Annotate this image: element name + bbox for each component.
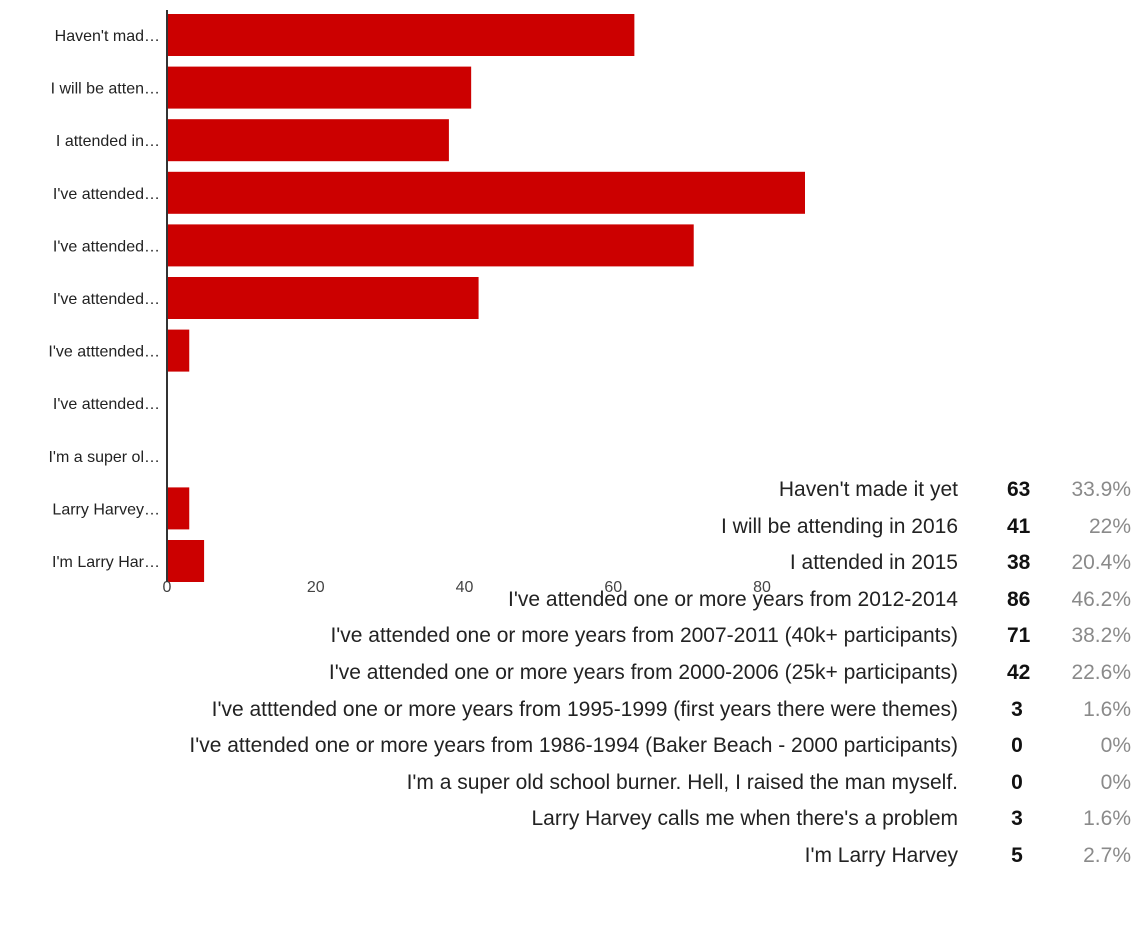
- bar: [167, 224, 694, 267]
- category-label-group: Haven't mad… I will be atten… I attended i…: [48, 28, 160, 571]
- bar: [167, 540, 205, 582]
- category-label: I'm Larry Har…: [52, 554, 160, 571]
- bar: [167, 66, 472, 109]
- x-tick-label: 80: [753, 579, 771, 596]
- bar: [167, 277, 479, 319]
- bar: [167, 329, 190, 372]
- category-label: I attended in…: [56, 133, 160, 150]
- x-tick-label: 40: [456, 579, 474, 596]
- category-label: I've attended…: [53, 396, 160, 413]
- category-label: Larry Harvey…: [52, 501, 160, 518]
- bar: [167, 487, 190, 530]
- category-label: I'm a super ol…: [48, 449, 160, 466]
- bar: [167, 119, 449, 162]
- bar-group: [167, 14, 805, 582]
- x-tick-label-group: 0 20 40 60 80: [163, 579, 771, 596]
- bar: [167, 14, 635, 56]
- x-tick-label: 60: [604, 579, 622, 596]
- category-label: Haven't mad…: [55, 28, 160, 45]
- category-label: I've atttended…: [48, 344, 160, 361]
- x-tick-label: 20: [307, 579, 325, 596]
- x-tick-label: 0: [163, 579, 172, 596]
- category-label: I've attended…: [53, 238, 160, 255]
- bar: [167, 171, 805, 214]
- category-label: I've attended…: [53, 186, 160, 203]
- category-label: I've attended…: [53, 291, 160, 308]
- category-label: I will be atten…: [51, 81, 160, 98]
